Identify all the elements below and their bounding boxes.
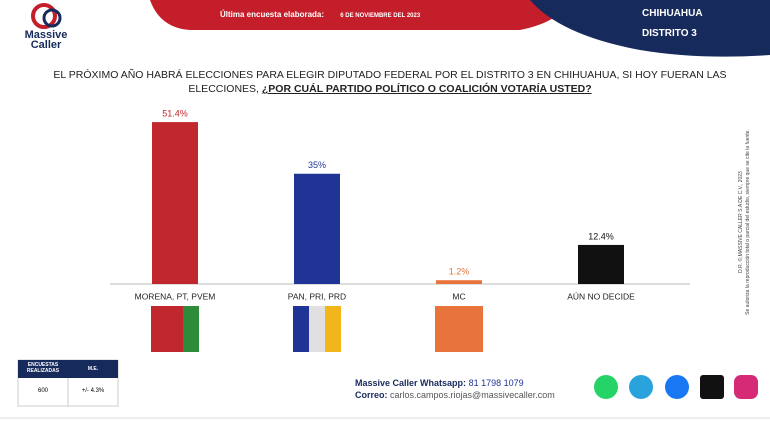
- email: carlos.campos.riojas@massivecaller.com: [390, 390, 555, 400]
- stats-h2: M.E.: [87, 366, 99, 372]
- side-note: Se autoriza la reproducción total o parc…: [745, 129, 751, 315]
- facebook-icon: [665, 375, 689, 399]
- survey: Última encuesta elaborada: 6 DE NOVIEMBR…: [220, 10, 420, 19]
- category-label: PAN, PRI, PRD: [288, 291, 346, 301]
- header-band: [150, 0, 570, 30]
- category-label: AÚN NO DECIDE: [567, 291, 635, 301]
- state: CHIHUAHUA: [642, 8, 703, 19]
- brand: Massive Caller: [22, 29, 70, 51]
- email-label: Correo:: [355, 390, 388, 400]
- value-label: 51.4%: [162, 108, 188, 118]
- value-label: 1.2%: [449, 267, 470, 277]
- instagram-icon: [734, 375, 758, 399]
- brand-top: Massive: [24, 29, 68, 41]
- party-logo: [151, 306, 167, 352]
- contact: Massive Caller Whatsapp: 81 1798 1079 Co…: [355, 377, 555, 401]
- value-label: 12.4%: [588, 231, 614, 241]
- party-logo: [293, 306, 309, 352]
- party-logo: [183, 306, 199, 352]
- party-logo: [167, 306, 183, 352]
- brand-bottom: Caller: [30, 39, 62, 51]
- side-notes: D.R. ©,MASSIVE CALLER S.A DE C.V., 2023 …: [738, 57, 752, 387]
- side-note: D.R. ©,MASSIVE CALLER S.A DE C.V., 2023: [738, 171, 744, 273]
- bar: [578, 244, 624, 284]
- category-label: MC: [452, 291, 465, 301]
- party-logo: [577, 306, 625, 352]
- survey-date: 6 DE NOVIEMBRE DEL 2023: [340, 13, 421, 19]
- district: DISTRITO 3: [642, 28, 697, 39]
- whatsapp-icon: [594, 375, 618, 399]
- title-text: EL PRÓXIMO AÑO HABRÁ ELECCIONES PARA ELE…: [53, 69, 727, 95]
- value-label: 35%: [308, 160, 326, 170]
- survey-label: Última encuesta elaborada:: [220, 10, 325, 19]
- chart-title: EL PRÓXIMO AÑO HABRÁ ELECCIONES PARA ELE…: [40, 68, 740, 96]
- logo: [42, 8, 62, 28]
- party-logo: [435, 306, 483, 352]
- category-label: MORENA, PT, PVEM: [135, 291, 216, 301]
- stats-h1: ENCUESTAS REALIZADAS: [26, 362, 60, 374]
- bar: [152, 122, 198, 284]
- bar: [436, 280, 482, 284]
- stats-v2: +/- 4.3%: [81, 388, 105, 394]
- party-logo: [309, 306, 325, 352]
- logo: [31, 3, 57, 29]
- bar: [294, 173, 340, 284]
- x-icon: [700, 375, 724, 399]
- whatsapp-label: Massive Caller Whatsapp:: [355, 378, 467, 388]
- party-logo: [325, 306, 341, 352]
- header-navy: [530, 0, 770, 57]
- stats-header: [18, 360, 118, 378]
- title-emphasis: ¿POR CUÁL PARTIDO POLÍTICO O COALICIÓN V…: [261, 83, 592, 95]
- stats-v1: 600: [37, 388, 48, 394]
- whatsapp: 81 1798 1079: [468, 378, 524, 388]
- telegram-icon: [629, 375, 653, 399]
- location: CHIHUAHUA DISTRITO 3: [642, 4, 703, 44]
